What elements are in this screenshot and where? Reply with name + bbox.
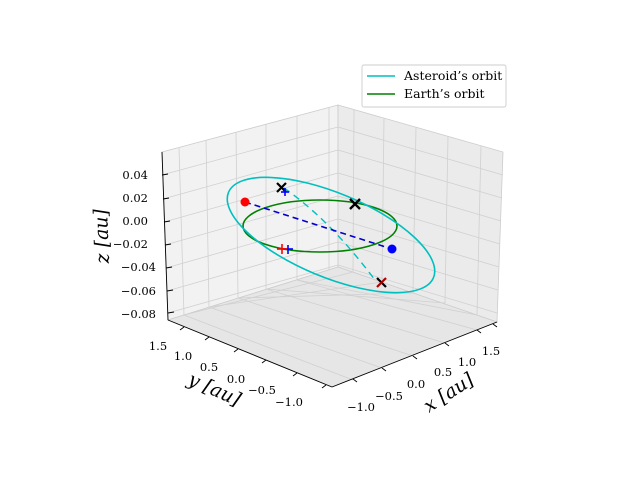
z-tick-labels: 0.04 0.02 0.00 −0.02 −0.04 −0.06 −0.08 xyxy=(113,168,156,321)
axis-lines xyxy=(161,151,498,388)
z-tick-label: −0.08 xyxy=(121,307,156,321)
z-tick-label: 0.02 xyxy=(122,191,148,205)
x-tick-label: −0.5 xyxy=(375,389,403,403)
z-axis-line xyxy=(161,151,169,321)
grid-lines xyxy=(161,107,504,381)
z-tick-label: −0.04 xyxy=(121,260,156,274)
earth-orbit-line xyxy=(242,199,398,253)
x-tick-label: 0.5 xyxy=(434,365,452,379)
z-tick-label: 0.04 xyxy=(122,168,148,182)
z-tick-label: −0.02 xyxy=(113,237,148,251)
y-tick-label: 0.0 xyxy=(227,372,245,386)
y-tick-label: 0.5 xyxy=(200,360,218,374)
x-tick-label: 1.0 xyxy=(458,355,476,369)
y-tick-label: −0.5 xyxy=(248,383,276,397)
legend-asteroid-label: Asteroid’s orbit xyxy=(403,68,502,83)
y-tick-label: −1.0 xyxy=(275,395,303,409)
red-plus-marker xyxy=(277,244,287,254)
y-tick-labels: 1.5 1.0 0.5 0.0 −0.5 −1.0 xyxy=(149,339,303,409)
x-tick-label: 1.5 xyxy=(482,344,500,358)
legend-box xyxy=(361,64,507,108)
y-tick-label: 1.5 xyxy=(149,339,167,353)
z-tick-label: −0.06 xyxy=(121,284,156,298)
x-axis-line xyxy=(331,321,498,388)
x-tick-label: 0.0 xyxy=(407,377,425,391)
y-axis-line xyxy=(167,319,333,388)
line-of-nodes xyxy=(244,201,393,250)
red-point-marker xyxy=(240,197,250,207)
asteroid-orbit-line xyxy=(226,176,436,294)
z-axis-label: z [au] xyxy=(90,208,114,265)
asteroid-orbit-hidden-segment xyxy=(283,187,376,281)
tick-marks xyxy=(161,173,498,389)
x-tick-labels: −1.0 −0.5 0.0 0.5 1.0 1.5 xyxy=(347,344,500,414)
x-tick-label: −1.0 xyxy=(347,400,375,414)
blue-point-marker xyxy=(387,244,397,254)
x-marker xyxy=(376,277,387,288)
axes-panes xyxy=(161,104,504,388)
y-tick-label: 1.0 xyxy=(174,349,192,363)
x-marker xyxy=(349,198,361,210)
legend-earth-label: Earth’s orbit xyxy=(404,86,485,101)
legend: Asteroid’s orbit Earth’s orbit xyxy=(361,64,507,108)
z-tick-label: 0.00 xyxy=(122,214,148,228)
plot-area xyxy=(226,176,436,294)
